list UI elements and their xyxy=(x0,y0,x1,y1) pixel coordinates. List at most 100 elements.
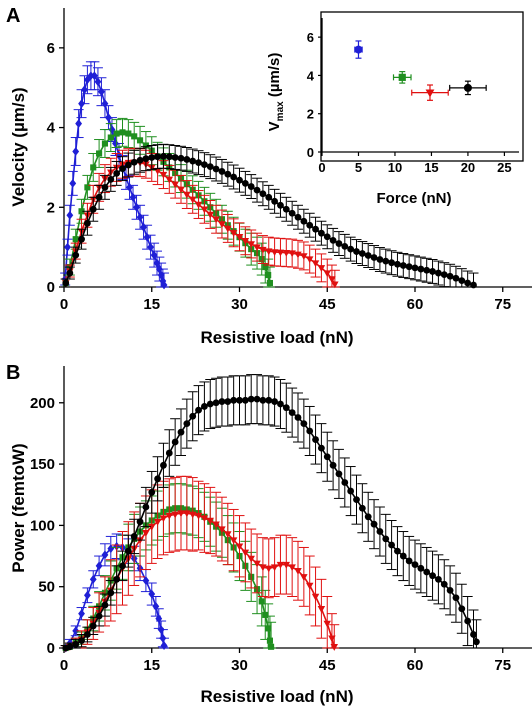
panel-b-data-point xyxy=(171,511,179,519)
panel-a-data-point xyxy=(78,99,85,109)
panel-b-data-point xyxy=(224,398,232,405)
panel-b-data-point xyxy=(265,565,273,573)
panel-b-data-point xyxy=(155,614,163,623)
panel-b-ticks: 0 15 30 45 60 75 0 50 100 150 200 xyxy=(30,395,511,674)
panel-a-data-point xyxy=(107,134,114,141)
inset-y-label: Vmax (µm/s) xyxy=(266,53,286,132)
panel-a-data-point xyxy=(212,216,220,224)
panel-a-data-point xyxy=(277,201,284,209)
panel-a-data-point xyxy=(95,193,103,201)
panel-b-data-point xyxy=(323,620,331,628)
panel-a-data-point xyxy=(347,245,355,253)
panel-a-data-point xyxy=(329,236,337,244)
panel-a-data-point xyxy=(399,262,407,269)
panel-b-data-point xyxy=(429,572,436,580)
panel-b-data-point xyxy=(311,593,320,601)
panel-b-data xyxy=(60,374,482,653)
panel-a-data-point xyxy=(341,242,349,250)
panel-b-data-point xyxy=(306,427,314,435)
panel-a-data-point xyxy=(133,202,140,212)
panel-a-data-point xyxy=(259,190,267,198)
inset-data-point xyxy=(425,89,435,98)
panel-a-data-point xyxy=(129,192,137,202)
panel-a-x-tick-label: 75 xyxy=(494,296,511,313)
panel-b-data-point xyxy=(165,512,174,520)
panel-a-data-point xyxy=(131,133,138,140)
panel-b-data-point xyxy=(241,549,250,557)
panel-a-data-point xyxy=(155,264,163,274)
panel-b-y-tick-label: 150 xyxy=(30,456,55,473)
panel-a-data-point xyxy=(229,230,238,237)
panel-a-data-point xyxy=(405,263,413,271)
panel-a-data-point xyxy=(271,197,278,205)
panel-a-data-point xyxy=(206,211,214,219)
panel-a-data-point xyxy=(429,268,436,275)
panel-a-data-point xyxy=(90,164,97,171)
panel-a-data-point xyxy=(253,244,261,252)
panel-b-data-point xyxy=(78,609,85,619)
panel-b-data-point xyxy=(247,395,255,403)
inset-x-tick-label: 10 xyxy=(388,160,402,175)
panel-a-series-3 xyxy=(60,143,479,289)
panel-b-data-point xyxy=(423,568,431,576)
panel-b-data-point xyxy=(142,530,150,537)
panel-a-data-point xyxy=(78,208,85,215)
panel-b-data-point xyxy=(218,398,226,405)
panel-b-data-point xyxy=(165,449,173,457)
panel-b-data-point xyxy=(347,487,355,495)
panel-b-data-point xyxy=(224,531,232,539)
inset-y-tick-label: 0 xyxy=(307,145,314,160)
panel-b-data-point xyxy=(435,575,442,583)
panel-b-data-point xyxy=(265,396,273,404)
panel-a-data-point xyxy=(153,258,161,268)
panel-a-data-point xyxy=(124,161,132,169)
panel-a-x-tick-label: 60 xyxy=(407,296,424,313)
panel-a-data-point xyxy=(423,266,431,274)
panel-b-data-point xyxy=(200,515,209,523)
panel-a-data-point xyxy=(113,130,120,137)
panel-a-x-tick-label: 30 xyxy=(231,296,248,313)
panel-a-data-point xyxy=(394,260,401,268)
panel-b-y-tick-label: 50 xyxy=(38,579,55,596)
panel-b-x-tick-label: 75 xyxy=(494,657,511,674)
panel-a-data-point xyxy=(69,178,77,188)
panel-a-data-point xyxy=(72,147,80,156)
panel-b-data-point xyxy=(230,396,238,404)
panel-a-data-point xyxy=(157,270,165,280)
panel-b-x-tick-label: 45 xyxy=(319,657,336,674)
panel-a-data-point xyxy=(101,140,109,147)
inset-y-tick-label: 6 xyxy=(307,30,314,45)
panel-a-data-point xyxy=(108,125,116,134)
panel-a-x-tick-label: 15 xyxy=(143,296,160,313)
panel-b-data-point xyxy=(148,523,156,531)
panel-a-data-point xyxy=(107,175,115,183)
panel-b-data-point xyxy=(201,403,208,410)
inset-y-tick-label: 2 xyxy=(307,107,314,122)
panel-a-data-point xyxy=(435,269,442,277)
panel-b-data-point xyxy=(262,611,269,618)
panel-b-data-point xyxy=(95,612,103,620)
panel-a-data-point xyxy=(140,222,147,232)
panel-a-data-point xyxy=(183,156,191,163)
panel-b-y-tick-label: 200 xyxy=(30,395,55,412)
panel-b-data-point xyxy=(318,444,325,452)
panel-a-y-label: Velocity (µm/s) xyxy=(9,87,28,206)
panel-a-data-point xyxy=(177,154,185,162)
panel-a-data-point xyxy=(323,233,331,241)
panel-b-data-point xyxy=(218,526,226,534)
panel-a-x-tick-label: 45 xyxy=(319,296,336,313)
panel-a-data-point xyxy=(236,176,243,184)
panel-b-data-point xyxy=(189,412,197,420)
panel-b-data-point xyxy=(188,511,197,519)
panel-a-data-point xyxy=(154,153,162,161)
panel-b-data-point xyxy=(235,543,244,551)
panel-b-data-point xyxy=(458,605,466,613)
panel-a-data-point xyxy=(358,250,366,257)
panel-b-data-point xyxy=(142,576,150,585)
panel-b-data-point xyxy=(66,643,74,651)
panel-a-data-point xyxy=(66,269,74,277)
panel-b-data-point xyxy=(282,404,290,412)
inset-ticks: 0 5 10 15 20 25 0 2 4 6 xyxy=(307,30,512,175)
panel-b-data-point xyxy=(72,626,80,636)
